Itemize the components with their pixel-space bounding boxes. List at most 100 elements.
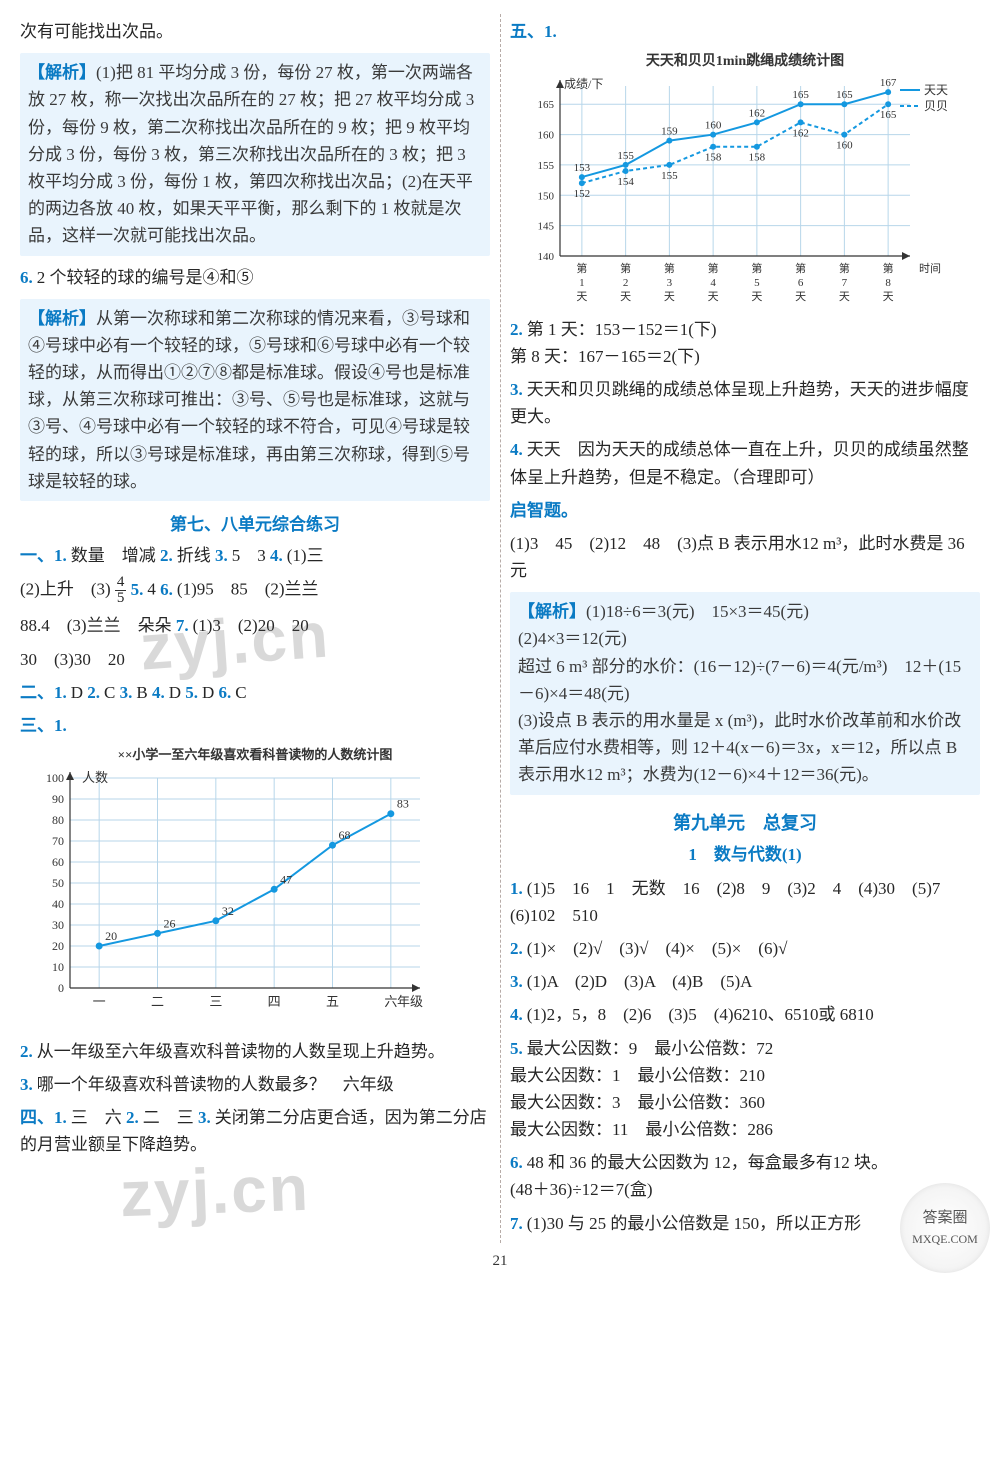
item-number: 5. [185,683,198,702]
svg-text:6: 6 [798,277,804,289]
item-number: 3. [510,380,523,399]
svg-text:140: 140 [538,251,555,263]
body-text: (1)2，5，8 (2)6 (3)5 (4)6210、6510或 6810 [527,1005,874,1024]
fraction-num: 4 [115,575,127,591]
item-number: 三、1. [20,716,67,735]
answers-yi-cont2: 88.4 (3)兰兰 朵朵 7.(1)3 (2)20 20 [20,612,490,639]
item-number: 7. [176,616,189,635]
svg-text:153: 153 [574,162,591,174]
svg-text:天: 天 [576,291,587,303]
svg-text:155: 155 [538,160,555,172]
body-text: 从一年级至六年级喜欢科普读物的人数呈现上升趋势。 [37,1042,445,1061]
body-text: B [136,683,147,702]
svg-text:三: 三 [209,994,222,1009]
answer-wu2: 2.第 1 天：153－152＝1(下) 第 8 天：167－165＝2(下) [510,316,980,370]
svg-text:天: 天 [839,291,850,303]
svg-text:159: 159 [661,125,678,137]
item-number: 1. [510,879,523,898]
answer-r4: 4.(1)2，5，8 (2)6 (3)5 (4)6210、6510或 6810 [510,1001,980,1028]
svg-text:人数: 人数 [82,770,108,785]
body-text: 最大公因数：9 最小公倍数：72 [527,1039,774,1058]
answer-6: 6.2 个较轻的球的编号是④和⑤ [20,264,490,291]
analysis-box-2: 【解析】从第一次称球和第二次称球的情况来看，③号球和④号球中必有一个较轻的球，⑤… [20,299,490,501]
svg-text:90: 90 [52,792,64,806]
unit-subtitle: 1 数与代数(1) [510,841,980,868]
svg-text:165: 165 [792,89,809,101]
answers-wu: 五、1. [510,18,980,45]
svg-text:4: 4 [710,277,716,289]
item-number: 2. [126,1108,139,1127]
fraction: 45 [115,575,127,606]
svg-text:年级: 年级 [397,994,423,1009]
svg-text:天天: 天天 [924,83,948,97]
body-text: 5 3 [232,546,266,565]
body-text: 二 三 [143,1108,194,1127]
body-text: 数量 增减 [71,546,156,565]
svg-text:70: 70 [52,834,64,848]
analysis-label: 【解析】 [518,602,586,621]
svg-text:7: 7 [842,277,848,289]
svg-text:47: 47 [280,872,292,886]
svg-text:160: 160 [836,139,853,151]
item-number: 5. [131,580,144,599]
svg-text:二: 二 [151,994,164,1009]
item-number: 3. [198,1108,211,1127]
answers-yi-cont3: 30 (3)30 20 [20,646,490,673]
svg-text:第: 第 [664,261,675,275]
svg-text:贝贝: 贝贝 [924,99,948,113]
column-divider [500,14,501,1243]
body-text: 天天和贝贝跳绳的成绩总体呈现上升趋势，天天的进步幅度更大。 [510,380,969,426]
body-text: D [169,683,181,702]
chart-svg: 140145150155160165成绩/下第1天第2天第3天第4天第5天第6天… [510,76,970,306]
item-number: 6. [510,1153,523,1172]
body-text: D [202,683,214,702]
item-number: 3. [20,1075,33,1094]
svg-text:成绩/下: 成绩/下 [564,77,603,91]
svg-text:第: 第 [576,261,587,275]
svg-text:六: 六 [384,994,397,1009]
analysis-box-1: 【解析】(1)把 81 平均分成 3 份，每份 27 枚，第一次两端各放 27 … [20,53,490,255]
svg-text:68: 68 [339,828,351,842]
body-text: 三 六 [71,1108,122,1127]
svg-text:第: 第 [883,261,894,275]
body-text: 4 [147,580,156,599]
body-text: (1)3 (2)20 20 [193,616,309,635]
item-number: 3. [510,972,523,991]
svg-text:150: 150 [538,190,555,202]
analysis-text: (1)18÷6＝3(元) 15×3＝45(元) (2)4×3＝12(元) 超过 … [518,602,961,784]
item-number: 5. [510,1039,523,1058]
body-text: 88.4 (3)兰兰 朵朵 [20,616,172,635]
body-text: 最大公因数：3 最小公倍数：360 [510,1093,765,1112]
chart-title: 天天和贝贝1min跳绳成绩统计图 [510,51,980,73]
svg-text:162: 162 [749,107,766,119]
analysis-text: (1)把 81 平均分成 3 份，每份 27 枚，第一次两端各放 27 枚，称一… [28,63,474,245]
svg-text:第: 第 [620,261,631,275]
answers-yi: 一、1.数量 增减 2.折线 3.5 3 4.(1)三 [20,542,490,569]
body-text: (1)95 85 (2)兰兰 [177,580,319,599]
svg-text:158: 158 [749,151,766,163]
svg-text:天: 天 [708,291,719,303]
item-number: 7. [510,1214,523,1233]
qizhi-answers: (1)3 45 (2)12 48 (3)点 B 表示用水12 m³，此时水费是 … [510,530,980,584]
item-number: 五、1. [510,22,557,41]
item-number: 6. [160,580,173,599]
body-text: C [235,683,246,702]
answers-san: 三、1. [20,712,490,739]
body-text: 次有可能找出次品。 [20,18,490,45]
answer-san3: 3.哪一个年级喜欢科普读物的人数最多？ 六年级 [20,1071,490,1098]
item-number: 2. [510,320,523,339]
svg-text:152: 152 [574,188,591,200]
svg-text:26: 26 [164,916,176,930]
svg-text:50: 50 [52,876,64,890]
answer-r5: 5.最大公因数：9 最小公倍数：72 最大公因数：1 最小公倍数：210 最大公… [510,1035,980,1144]
svg-text:第: 第 [751,261,762,275]
body-text: 最大公因数：1 最小公倍数：210 [510,1066,765,1085]
body-text: (48＋36)÷12＝7(盒) [510,1180,652,1199]
answer-r1: 1.(1)5 16 1 无数 16 (2)8 9 (3)2 4 (4)30 (5… [510,875,980,929]
answer-wu4: 4.天天 因为天天的成绩总体一直在上升，贝贝的成绩虽然整体呈上升趋势，但是不稳定… [510,436,980,490]
body-text: 天天 因为天天的成绩总体一直在上升，贝贝的成绩虽然整体呈上升趋势，但是不稳定。（… [510,440,969,486]
item-number: 四、1. [20,1108,67,1127]
svg-text:60: 60 [52,855,64,869]
svg-text:162: 162 [792,127,809,139]
svg-text:155: 155 [661,170,678,182]
